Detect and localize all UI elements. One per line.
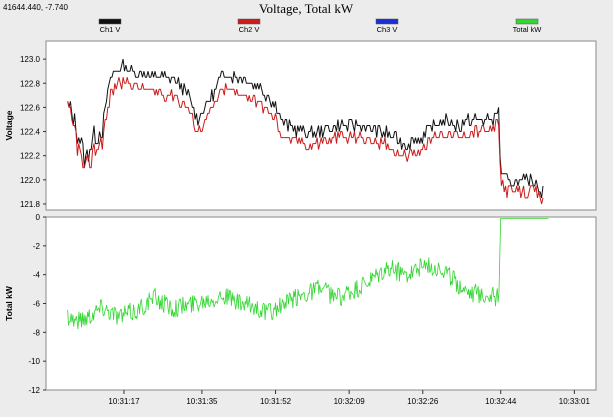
y-axis-label: Total kW [4,285,14,321]
x-tick-label: 10:31:52 [260,397,292,406]
x-tick-label: 10:32:44 [485,397,517,406]
y-tick-label: -10 [28,357,40,366]
legend-swatch [515,18,539,25]
cursor-readout: 41644.440, -7.740 [3,3,68,12]
y-tick-label: 121.8 [20,200,41,209]
legend-label: Ch3 V [377,25,398,34]
legend-label: Ch1 V [100,25,121,34]
legend: Ch1 V Ch2 V Ch3 V Total kW [98,18,543,34]
x-tick-label: 10:31:17 [108,397,140,406]
legend-swatch [375,18,399,25]
legend-label: Ch2 V [239,25,260,34]
legend-swatch [237,18,261,25]
y-tick-label: -6 [33,300,41,309]
series-line-total-kw [67,218,549,330]
plot-area [45,216,597,391]
voltage-panel: 121.8 122.0 122.2 122.4 122.6 122.8 123.0 Volta… [4,40,597,211]
x-tick-label: 10:33:01 [559,397,591,406]
legend-label: Total kW [513,25,543,34]
y-tick-label: 122.6 [20,103,41,112]
series-line-ch1-v [67,58,544,199]
y-tick-label: -12 [28,386,40,395]
series-line-ch2-v [67,77,544,205]
y-tick-label: -2 [33,242,41,251]
legend-swatch [98,18,122,25]
y-tick-label: 122.0 [20,176,41,185]
chart-title: Voltage, Total kW [259,1,354,16]
x-tick-label: 10:32:09 [334,397,366,406]
x-axis: 10:31:17 10:31:35 10:31:52 10:32:09 10:32:26… [108,390,590,406]
y-tick-label: -8 [33,328,41,337]
y-tick-label: -4 [33,271,41,280]
y-tick-label: 123.0 [20,55,41,64]
x-tick-label: 10:32:26 [407,397,439,406]
y-tick-label: 122.2 [20,152,41,161]
y-axis-label: Voltage [4,110,14,140]
y-tick-label: 122.8 [20,79,41,88]
y-tick-label: 0 [36,213,41,222]
y-tick-label: 122.4 [20,128,41,137]
power-panel: -12 -10 -8 -6 -4 -2 0 Total kW [4,213,597,395]
x-tick-label: 10:31:35 [186,397,218,406]
